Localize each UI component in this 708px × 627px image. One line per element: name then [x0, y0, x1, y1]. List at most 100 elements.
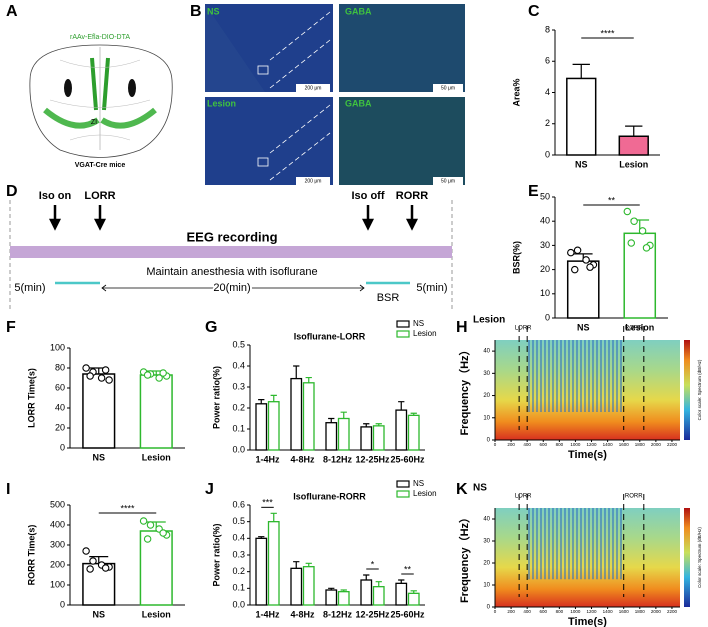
- y-tick-label: 0.1: [232, 423, 245, 433]
- error-bar: [363, 574, 370, 580]
- spectrum-image: [527, 508, 624, 580]
- significance-label: ****: [600, 28, 615, 38]
- bar: [337, 417, 350, 451]
- significance-label: ****: [120, 503, 135, 513]
- y-tick-label: 40: [55, 402, 65, 412]
- x-tick-label: 1600: [619, 442, 630, 447]
- error-bar: [410, 590, 417, 594]
- y-tick-label: 30: [483, 539, 490, 545]
- y-tick-label: 40: [483, 517, 490, 523]
- event-label: Iso off: [352, 190, 385, 202]
- y-tick-label: 10: [483, 583, 490, 589]
- error-bar: [340, 589, 347, 592]
- condition-label: NS: [473, 483, 487, 494]
- bar: [395, 582, 408, 606]
- panel-letter: F: [6, 319, 16, 336]
- bar: [372, 586, 385, 606]
- panel-letter: K: [456, 481, 468, 498]
- x-tick-label: NS: [575, 159, 588, 169]
- x-tick-label: 1000: [570, 609, 581, 614]
- region-label: ZI: [91, 119, 97, 126]
- data-point: [623, 207, 632, 216]
- mouse-label: VGAT-Cre mice: [75, 162, 126, 169]
- y-axis-label: BSR(%): [511, 241, 521, 274]
- event-label: RORR: [625, 494, 643, 500]
- bsr-label: BSR: [377, 292, 400, 304]
- error-bar: [89, 556, 109, 564]
- event-label: Iso on: [39, 190, 72, 202]
- bar: [407, 414, 420, 451]
- y-tick-label: 20: [55, 422, 65, 432]
- colorbar-label: Color scale: Spectrum (dB/Hz): [697, 359, 702, 420]
- y-tick-label: 0.4: [232, 533, 245, 543]
- bar: [267, 401, 280, 451]
- y-tick-label: 8: [545, 24, 550, 34]
- data-point: [89, 557, 97, 565]
- bar: [407, 592, 420, 606]
- y-tick-label: 10: [483, 415, 490, 421]
- panel-letter: H: [456, 319, 468, 336]
- bar: [360, 579, 373, 606]
- error-bar: [328, 417, 335, 423]
- x-tick-label: 1800: [635, 442, 646, 447]
- x-tick-label: 800: [556, 442, 564, 447]
- error-bar: [625, 125, 643, 137]
- error-bar: [258, 399, 265, 404]
- error-bar: [293, 365, 300, 379]
- y-tick-label: 0.5: [232, 339, 245, 349]
- y-tick-label: 40: [483, 349, 490, 355]
- y-tick-label: 100: [50, 342, 65, 352]
- error-bar: [293, 561, 300, 569]
- x-tick-label: 1400: [603, 609, 614, 614]
- error-bar: [340, 411, 347, 419]
- y-tick-label: 0.1: [232, 583, 245, 593]
- colorbar: [684, 508, 690, 607]
- bar: [290, 377, 303, 451]
- panel-letter: C: [528, 3, 540, 20]
- y-tick-label: 100: [50, 579, 65, 589]
- x-tick-label: 2000: [651, 609, 662, 614]
- bar: [372, 425, 385, 451]
- y-tick-label: 400: [50, 519, 65, 529]
- y-tick-label: 6: [545, 56, 550, 66]
- x-tick-label: 1-4Hz: [255, 609, 280, 619]
- panel-letter: J: [205, 481, 214, 498]
- data-point: [567, 248, 575, 257]
- y-axis-label: Power ratio(%): [211, 523, 221, 586]
- bar: [139, 530, 173, 606]
- scale-bar: 200 μm: [305, 85, 322, 91]
- significance-label: ***: [262, 498, 273, 508]
- data-point: [573, 246, 582, 254]
- panel-letter: A: [6, 3, 18, 20]
- x-tick-label: 8-12Hz: [323, 454, 353, 464]
- x-tick-label: Lesion: [619, 159, 648, 169]
- error-bar: [305, 562, 312, 567]
- error-bar: [398, 401, 405, 411]
- panel-letter: E: [528, 183, 539, 200]
- panel-letter: B: [190, 3, 202, 20]
- bar: [255, 537, 268, 606]
- x-tick-label: 1200: [587, 609, 598, 614]
- data-point: [86, 372, 94, 380]
- data-point: [86, 565, 94, 573]
- data-point: [627, 239, 636, 247]
- duration-label: 20(min): [213, 282, 250, 294]
- y-axis-label: Frequency（Hz）: [458, 512, 471, 603]
- y-axis-label: Area%: [511, 78, 521, 106]
- y-tick-label: 30: [483, 371, 490, 377]
- spectrum-image: [527, 340, 624, 412]
- bar: [337, 591, 350, 606]
- data-point: [630, 217, 638, 225]
- x-tick-label: 4-8Hz: [290, 454, 315, 464]
- maintain-label: Maintain anesthesia with isoflurane: [146, 266, 317, 278]
- x-tick-label: NS: [92, 452, 105, 462]
- legend-swatch: [396, 330, 410, 338]
- y-tick-label: 0.0: [232, 599, 245, 609]
- legend-label: Lesion: [413, 489, 437, 498]
- bar-label: EEG recording: [186, 229, 277, 244]
- bar: [290, 567, 303, 606]
- image-label: Lesion: [207, 98, 236, 108]
- x-tick-label: 1600: [619, 609, 630, 614]
- image-label: GABA: [345, 98, 372, 108]
- y-tick-label: 20: [483, 561, 490, 567]
